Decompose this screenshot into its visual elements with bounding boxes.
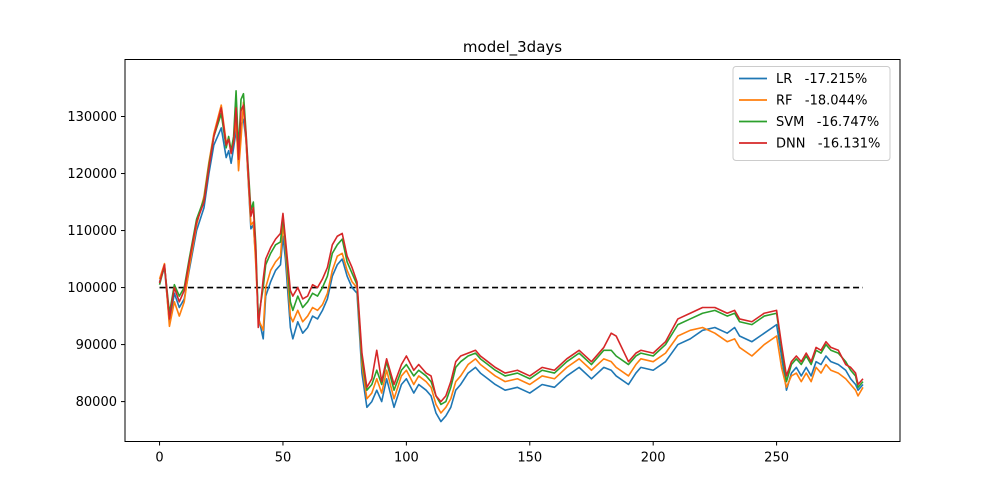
y-tick-label: 130000 — [67, 110, 117, 125]
x-tick-label: 100 — [394, 451, 419, 466]
x-tick-label: 200 — [641, 451, 666, 466]
legend-box — [732, 66, 891, 161]
legend-label-0: LR -17.215% — [776, 72, 867, 87]
series-line-2 — [158, 90, 864, 406]
x-tick-label: 0 — [155, 451, 163, 466]
y-tick-label: 120000 — [67, 167, 117, 182]
x-tick-label: 50 — [275, 451, 292, 466]
chart-title: model_3days — [463, 38, 562, 57]
legend-label-1: RF -18.044% — [776, 94, 867, 109]
y-tick-label: 80000 — [76, 395, 117, 410]
legend-label-3: DNN -16.131% — [776, 137, 880, 152]
y-tick-label: 90000 — [76, 338, 117, 353]
legend-label-2: SVM -16.747% — [776, 115, 879, 130]
x-tick-label: 150 — [517, 451, 542, 466]
y-tick-label: 100000 — [67, 281, 117, 296]
legend: LR -17.215% RF -18.044% SVM -16.747% DNN -1… — [732, 66, 891, 161]
series-line-3 — [158, 104, 864, 403]
y-tick-label: 110000 — [67, 224, 117, 239]
plot-frame — [124, 59, 901, 442]
x-tick-label: 250 — [764, 451, 789, 466]
axes: 0 50 100 150 200 250 80000 90000 100000 110000 120… — [67, 110, 789, 465]
